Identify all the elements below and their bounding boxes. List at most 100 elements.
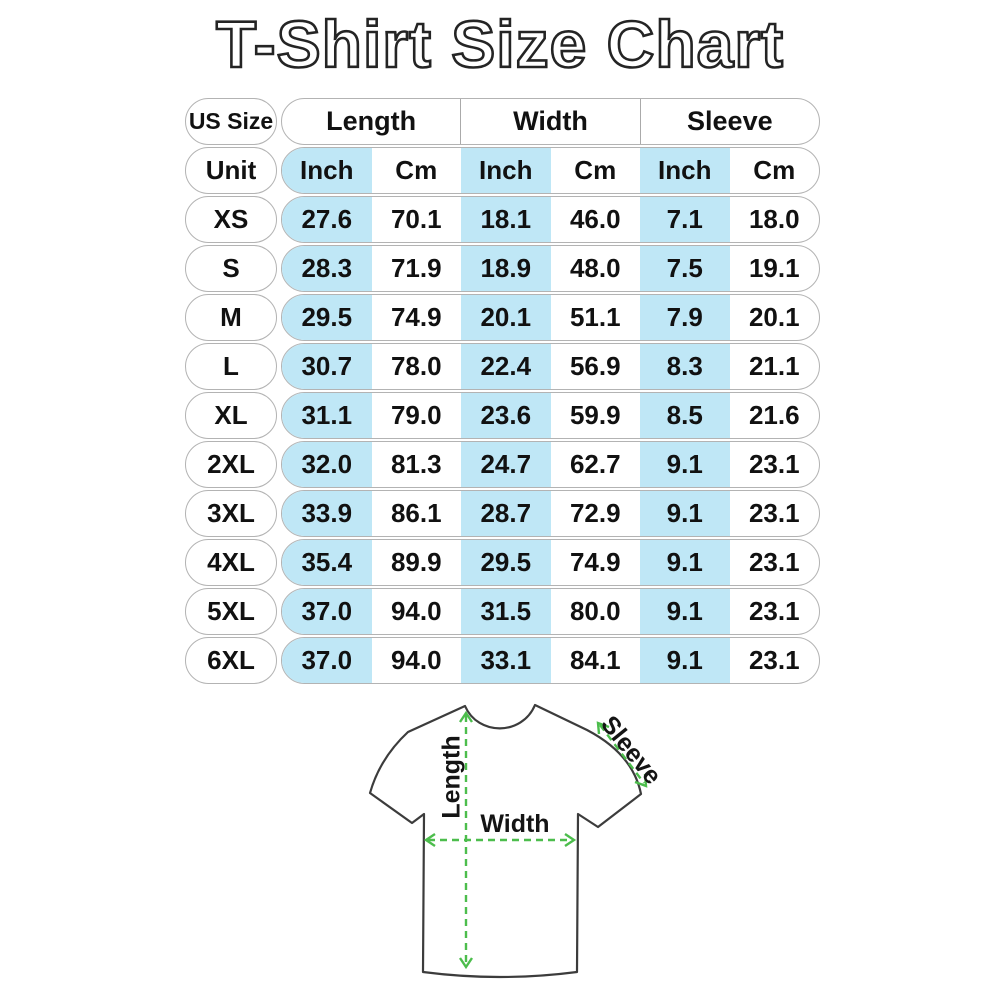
sleeve-arrow	[596, 721, 648, 788]
table-row: 4XL 35.4 89.9 29.5 74.9 9.1 23.1	[185, 539, 820, 586]
value-cell: 31.5	[461, 589, 551, 634]
header-group-length: Length	[282, 99, 462, 144]
value-cell: 18.9	[461, 246, 551, 291]
table-header-units-row: Unit Inch Cm Inch Cm Inch Cm	[185, 147, 820, 194]
value-cell: 7.9	[640, 295, 730, 340]
value-cell: 89.9	[390, 547, 442, 577]
value-cell: 9.1	[640, 638, 730, 683]
value-cell: 62.7	[569, 449, 621, 479]
size-label: S	[185, 245, 277, 292]
value-cell: 20.1	[461, 295, 551, 340]
row-values: 32.0 81.3 24.7 62.7 9.1 23.1	[281, 441, 820, 488]
value-cell: 84.1	[569, 645, 621, 675]
unit-cell: Cm	[574, 155, 617, 185]
table-row: XS 27.6 70.1 18.1 46.0 7.1 18.0	[185, 196, 820, 243]
table-row: 6XL 37.0 94.0 33.1 84.1 9.1 23.1	[185, 637, 820, 684]
header-group-sleeve: Sleeve	[687, 106, 773, 136]
value-cell: 23.1	[748, 498, 800, 528]
value-cell: 24.7	[461, 442, 551, 487]
value-cell: 18.1	[461, 197, 551, 242]
value-cell: 37.0	[282, 638, 372, 683]
size-chart-table: US Size Length Width Sleeve Unit Inch Cm…	[185, 98, 820, 684]
table-row: M 29.5 74.9 20.1 51.1 7.9 20.1	[185, 294, 820, 341]
value-cell: 27.6	[282, 197, 372, 242]
value-cell: 29.5	[461, 540, 551, 585]
value-cell: 28.7	[461, 491, 551, 536]
value-cell: 86.1	[390, 498, 442, 528]
row-values: 27.6 70.1 18.1 46.0 7.1 18.0	[281, 196, 820, 243]
value-cell: 22.4	[461, 344, 551, 389]
size-label: 3XL	[185, 490, 277, 537]
value-cell: 70.1	[390, 204, 442, 234]
value-cell: 78.0	[390, 351, 442, 381]
value-cell: 74.9	[390, 302, 442, 332]
value-cell: 46.0	[569, 204, 621, 234]
row-values: 28.3 71.9 18.9 48.0 7.5 19.1	[281, 245, 820, 292]
value-cell: 30.7	[282, 344, 372, 389]
value-cell: 94.0	[390, 645, 442, 675]
size-label: XS	[185, 196, 277, 243]
value-cell: 56.9	[569, 351, 621, 381]
row-values: 30.7 78.0 22.4 56.9 8.3 21.1	[281, 343, 820, 390]
row-values: 35.4 89.9 29.5 74.9 9.1 23.1	[281, 539, 820, 586]
header-unit-strip: Inch Cm Inch Cm Inch Cm	[281, 147, 820, 194]
size-label: XL	[185, 392, 277, 439]
value-cell: 9.1	[640, 540, 730, 585]
width-label: Width	[480, 810, 549, 838]
value-cell: 51.1	[569, 302, 621, 332]
value-cell: 20.1	[748, 302, 800, 332]
size-label: 4XL	[185, 539, 277, 586]
value-cell: 23.1	[748, 645, 800, 675]
unit-cell: Inch	[461, 148, 551, 193]
value-cell: 23.1	[748, 596, 800, 626]
value-cell: 18.0	[748, 204, 800, 234]
size-label: 2XL	[185, 441, 277, 488]
value-cell: 33.1	[461, 638, 551, 683]
table-row: 5XL 37.0 94.0 31.5 80.0 9.1 23.1	[185, 588, 820, 635]
value-cell: 7.1	[640, 197, 730, 242]
unit-cell: Inch	[640, 148, 730, 193]
header-us-size: US Size	[185, 98, 277, 145]
value-cell: 19.1	[748, 253, 800, 283]
page-title: T-Shirt Size Chart	[215, 6, 785, 83]
value-cell: 35.4	[282, 540, 372, 585]
value-cell: 7.5	[640, 246, 730, 291]
unit-cell: Cm	[753, 155, 796, 185]
row-values: 29.5 74.9 20.1 51.1 7.9 20.1	[281, 294, 820, 341]
value-cell: 21.6	[748, 400, 800, 430]
value-cell: 74.9	[569, 547, 621, 577]
value-cell: 72.9	[569, 498, 621, 528]
value-cell: 8.3	[640, 344, 730, 389]
header-unit: Unit	[185, 147, 277, 194]
value-cell: 59.9	[569, 400, 621, 430]
value-cell: 71.9	[390, 253, 442, 283]
value-cell: 9.1	[640, 442, 730, 487]
table-row: XL 31.1 79.0 23.6 59.9 8.5 21.6	[185, 392, 820, 439]
table-row: 2XL 32.0 81.3 24.7 62.7 9.1 23.1	[185, 441, 820, 488]
header-group-width: Width	[461, 99, 641, 144]
value-cell: 94.0	[390, 596, 442, 626]
value-cell: 81.3	[390, 449, 442, 479]
value-cell: 8.5	[640, 393, 730, 438]
width-arrow	[423, 833, 577, 847]
value-cell: 9.1	[640, 589, 730, 634]
value-cell: 29.5	[282, 295, 372, 340]
row-values: 37.0 94.0 33.1 84.1 9.1 23.1	[281, 637, 820, 684]
header-group-strip: Length Width Sleeve	[281, 98, 820, 145]
table-header-groups-row: US Size Length Width Sleeve	[185, 98, 820, 145]
value-cell: 9.1	[640, 491, 730, 536]
size-label: 5XL	[185, 588, 277, 635]
row-values: 33.9 86.1 28.7 72.9 9.1 23.1	[281, 490, 820, 537]
value-cell: 28.3	[282, 246, 372, 291]
value-cell: 37.0	[282, 589, 372, 634]
table-row: S 28.3 71.9 18.9 48.0 7.5 19.1	[185, 245, 820, 292]
size-label: 6XL	[185, 637, 277, 684]
size-label: L	[185, 343, 277, 390]
unit-cell: Inch	[282, 148, 372, 193]
value-cell: 23.6	[461, 393, 551, 438]
row-values: 37.0 94.0 31.5 80.0 9.1 23.1	[281, 588, 820, 635]
table-row: 3XL 33.9 86.1 28.7 72.9 9.1 23.1	[185, 490, 820, 537]
value-cell: 23.1	[748, 547, 800, 577]
value-cell: 33.9	[282, 491, 372, 536]
